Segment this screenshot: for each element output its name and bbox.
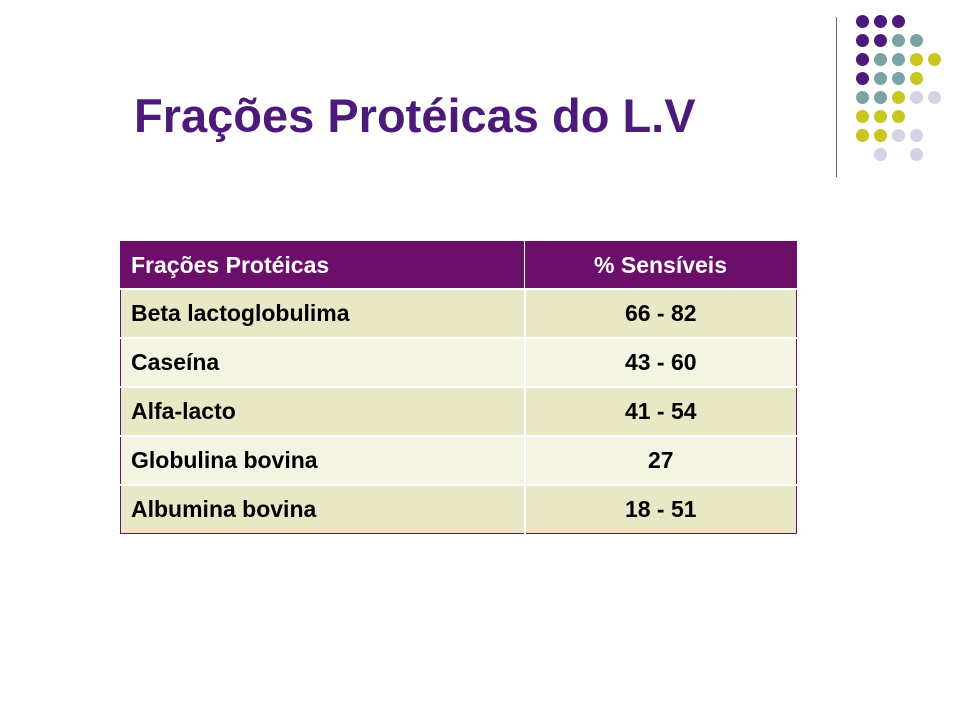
decorative-dot [928,91,941,104]
percent-cell: 41 - 54 [524,386,797,436]
fraction-cell: Caseína [120,337,526,387]
decorative-dot [874,110,887,123]
percent-cell: 27 [524,435,797,485]
percent-cell: 18 - 51 [524,484,797,534]
decorative-dot [874,72,887,85]
fraction-cell: Globulina bovina [120,435,526,485]
decorative-dot [910,34,923,47]
fraction-cell: Alfa-lacto [120,386,526,436]
decorative-dot [910,129,923,142]
table-row: Alfa-lacto 41 - 54 [120,386,797,436]
decorative-dot [892,15,905,28]
decorative-dot [910,148,923,161]
column-header-fraction: Frações Protéicas [120,241,525,289]
percent-cell: 66 - 82 [524,288,797,338]
decorative-dot [910,72,923,85]
table-header-row: Frações Protéicas % Sensíveis [120,241,797,289]
decorative-dot [910,53,923,66]
table-row: Beta lactoglobulima 66 - 82 [120,288,797,338]
decorative-dot [874,53,887,66]
table-row: Albumina bovina 18 - 51 [120,484,797,534]
decorative-dot [892,110,905,123]
protein-fractions-table: Frações Protéicas % Sensíveis Beta lacto… [120,241,797,534]
decorative-dot [856,15,869,28]
decorative-divider [836,17,837,177]
decorative-dot [856,129,869,142]
decorative-dot [856,53,869,66]
decorative-dot [874,129,887,142]
decorative-dot [874,148,887,161]
fraction-cell: Albumina bovina [120,484,526,534]
decorative-dot [928,53,941,66]
decorative-dot-grid [0,0,960,180]
percent-cell: 43 - 60 [524,337,797,387]
decorative-dot [874,34,887,47]
decorative-dot [856,34,869,47]
column-header-sensitive: % Sensíveis [524,241,797,289]
decorative-dot [856,72,869,85]
decorative-dot [892,72,905,85]
table-row: Caseína 43 - 60 [120,337,797,387]
decorative-dot [892,34,905,47]
decorative-dot [892,91,905,104]
decorative-dot [856,110,869,123]
slide-title: Frações Protéicas do L.V [134,89,696,142]
fraction-cell: Beta lactoglobulima [120,288,526,338]
decorative-dot [856,91,869,104]
decorative-dot [892,129,905,142]
decorative-dot [892,53,905,66]
table-row: Globulina bovina 27 [120,435,797,485]
decorative-dot [874,15,887,28]
decorative-dot [910,91,923,104]
decorative-dot [874,91,887,104]
